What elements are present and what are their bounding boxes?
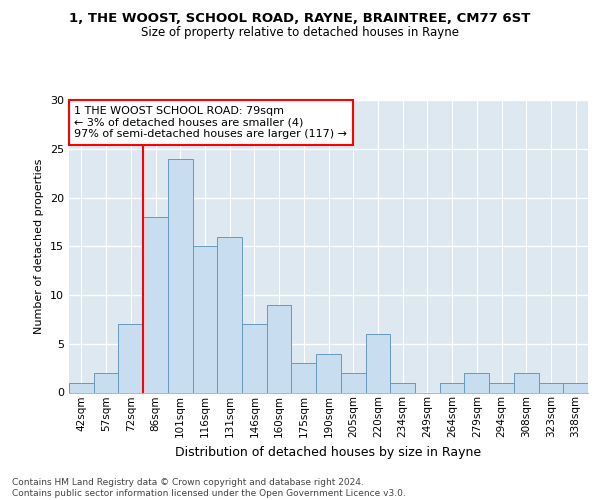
Bar bbox=[143, 217, 168, 392]
Bar bbox=[563, 383, 588, 392]
Bar bbox=[464, 373, 489, 392]
Bar bbox=[168, 158, 193, 392]
Text: Contains HM Land Registry data © Crown copyright and database right 2024.
Contai: Contains HM Land Registry data © Crown c… bbox=[12, 478, 406, 498]
Text: 1 THE WOOST SCHOOL ROAD: 79sqm
← 3% of detached houses are smaller (4)
97% of se: 1 THE WOOST SCHOOL ROAD: 79sqm ← 3% of d… bbox=[74, 106, 347, 139]
Y-axis label: Number of detached properties: Number of detached properties bbox=[34, 158, 44, 334]
Bar bbox=[365, 334, 390, 392]
Text: Size of property relative to detached houses in Rayne: Size of property relative to detached ho… bbox=[141, 26, 459, 39]
Bar bbox=[69, 383, 94, 392]
Bar bbox=[118, 324, 143, 392]
Bar bbox=[193, 246, 217, 392]
Bar bbox=[539, 383, 563, 392]
Bar bbox=[217, 236, 242, 392]
Bar bbox=[440, 383, 464, 392]
Bar bbox=[390, 383, 415, 392]
Bar bbox=[267, 304, 292, 392]
Bar bbox=[292, 363, 316, 392]
Bar bbox=[316, 354, 341, 393]
Bar bbox=[489, 383, 514, 392]
Bar bbox=[341, 373, 365, 392]
Text: 1, THE WOOST, SCHOOL ROAD, RAYNE, BRAINTREE, CM77 6ST: 1, THE WOOST, SCHOOL ROAD, RAYNE, BRAINT… bbox=[70, 12, 530, 26]
Bar bbox=[242, 324, 267, 392]
Bar bbox=[94, 373, 118, 392]
Bar bbox=[514, 373, 539, 392]
X-axis label: Distribution of detached houses by size in Rayne: Distribution of detached houses by size … bbox=[175, 446, 482, 458]
